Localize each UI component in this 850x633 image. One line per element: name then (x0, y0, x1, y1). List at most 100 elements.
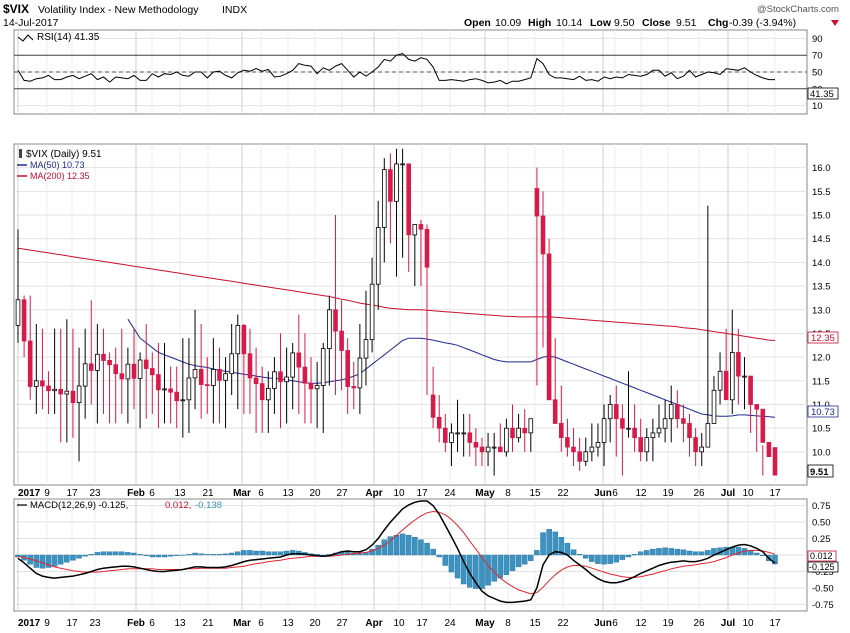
x-axis-label: 21 (202, 618, 214, 629)
candle-up (730, 351, 735, 401)
histogram-bar (167, 554, 174, 557)
x-axis-label: 27 (336, 618, 348, 629)
histogram-bar (448, 554, 455, 573)
candle-down (479, 446, 485, 453)
price-tick-label: 16.0 (812, 163, 831, 174)
candle-down (40, 380, 45, 387)
x-axis-label: 26 (693, 488, 705, 499)
candle-up (375, 226, 381, 285)
rsi-tick-label: 90 (812, 34, 823, 45)
chart-exchange: INDX (222, 4, 247, 16)
high-value: 10.14 (556, 17, 582, 29)
macd-value-marker: -0.125 (807, 561, 839, 573)
candle-up (125, 363, 131, 380)
histogram-bar (405, 535, 412, 556)
candle-up (15, 299, 21, 326)
candle-up (290, 352, 295, 378)
ma50-legend-text: MA(50) 10.73 (30, 160, 85, 170)
macd-tick-label: -0.75 (812, 600, 834, 611)
candle-down (418, 224, 424, 230)
candle-up (369, 283, 375, 341)
chart-symbol: $VIX (3, 2, 29, 16)
histogram-bar (753, 552, 760, 556)
candle-down (58, 388, 63, 395)
candle-up (455, 432, 460, 435)
candle-up (516, 427, 521, 439)
candle-down (253, 377, 259, 385)
histogram-bar (381, 539, 388, 556)
histogram-bar (106, 551, 113, 556)
candle-down (760, 408, 766, 443)
histogram-bar (625, 554, 632, 558)
x-axis-label: Apr (365, 618, 382, 629)
rsi-tick-label: 10 (812, 101, 823, 112)
candle-down (149, 368, 155, 376)
candle-up (589, 446, 595, 453)
candle-up (64, 390, 70, 395)
candle-down (754, 404, 759, 410)
x-axis-label: 6 (612, 618, 618, 629)
histogram-bar (479, 554, 485, 589)
candle-up (449, 432, 454, 443)
histogram-bar (680, 549, 687, 556)
price-tick-label: 10.0 (812, 447, 831, 458)
histogram-bar (521, 554, 528, 565)
histogram-bar (589, 554, 595, 562)
x-axis-label: 17 (416, 488, 428, 499)
histogram-bar (277, 551, 284, 556)
macd-tick-label: 0.75 (812, 501, 831, 512)
histogram-bar (528, 554, 534, 562)
histogram-bar (760, 554, 766, 556)
x-axis-label: 17 (66, 618, 78, 629)
x-axis-labels: 201720179917172323FebFeb6613132121MarMar… (18, 488, 781, 629)
histogram-bar (497, 554, 504, 579)
rsi-legend-icon (17, 34, 34, 42)
histogram-bar (64, 554, 70, 563)
candle-down (131, 363, 137, 379)
candle-down (388, 169, 393, 202)
watermark: @StockCharts.com (757, 4, 839, 15)
rsi-legend: RSI(14) 41.35 (17, 32, 100, 43)
x-axis-label: 19 (662, 618, 674, 629)
candle-up (711, 389, 717, 424)
candle-down (406, 163, 411, 236)
histogram-bar (436, 554, 443, 558)
histogram-bar (637, 551, 644, 556)
chg-value: -0.39 (-3.94%) (729, 17, 796, 29)
x-axis-label: 22 (557, 488, 569, 499)
x-axis-label: Feb (127, 488, 145, 499)
price-tick-label: 11.5 (812, 376, 830, 387)
x-axis-label: Mar (233, 618, 251, 629)
candle-up (52, 388, 57, 392)
candle-down (565, 437, 570, 448)
x-axis-label: 10 (742, 618, 754, 629)
candle-down (247, 353, 253, 379)
x-axis-label: 6 (258, 618, 264, 629)
histogram-bar (137, 554, 143, 556)
x-axis-label: 12 (635, 618, 647, 629)
candle-down (21, 299, 27, 342)
histogram-bar (564, 542, 571, 556)
histogram-bar (558, 537, 565, 556)
candle-down (113, 364, 119, 375)
x-axis-label: 17 (416, 618, 428, 629)
candle-up (601, 418, 607, 443)
ma50-line (127, 318, 776, 418)
x-axis-label: 22 (557, 618, 569, 629)
ma200-line (17, 247, 776, 341)
rsi-marker-text: 41.35 (810, 89, 834, 100)
candle-down (333, 309, 338, 332)
histogram-bar (320, 554, 327, 556)
candle-down (259, 383, 265, 401)
price-tick-label: 14.5 (812, 234, 831, 245)
x-axis-label: 8 (505, 488, 511, 499)
histogram-bar (271, 551, 278, 556)
candle-up (644, 437, 650, 453)
macd-tick-label: 0.25 (812, 534, 831, 545)
histogram-bar (247, 550, 253, 556)
candle-down (89, 363, 94, 371)
histogram-bar (424, 542, 430, 556)
candle-up (381, 169, 387, 228)
histogram-bar (100, 551, 107, 556)
histogram-bar (534, 550, 540, 556)
